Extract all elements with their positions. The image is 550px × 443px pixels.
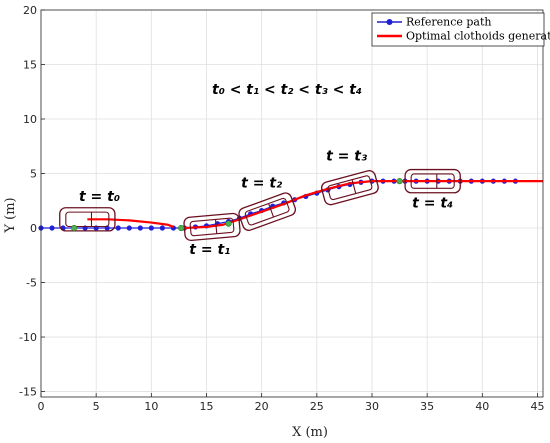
vehicle-t1: [183, 212, 241, 242]
x-axis-ticks: 0 5 10 15 20 25 30 35 40 45: [38, 393, 544, 413]
y-axis-ticks: -15 -10 -5 0 5 10 15 20: [19, 4, 45, 399]
vehicles: [59, 168, 461, 242]
x-tick-label: 35: [420, 400, 434, 413]
grid: [40, 9, 543, 397]
transition-markers: [70, 178, 403, 232]
reference-path-point: [126, 225, 132, 231]
vehicle-divider: [351, 179, 357, 194]
x-tick-label: 25: [310, 400, 324, 413]
vehicle-t2: [238, 192, 297, 231]
x-tick-label: 40: [475, 400, 489, 413]
reference-path-point: [115, 225, 121, 231]
plot-area: [41, 10, 543, 397]
clothoid-segment: [87, 218, 174, 228]
vehicle-cabin: [189, 217, 235, 237]
vehicle-cabin: [65, 211, 110, 228]
x-tick-label: 5: [93, 400, 100, 413]
vehicle-t4: [404, 168, 461, 194]
x-axis-label: X (m): [292, 425, 328, 440]
vehicle-cabin: [410, 173, 455, 189]
clothoid-series: [87, 180, 543, 230]
reference-path-point: [148, 225, 154, 231]
reference-path-point: [137, 225, 143, 231]
legend-label-reference: Reference path: [406, 16, 492, 29]
transition-marker: [178, 224, 185, 232]
x-tick-label: 10: [144, 400, 158, 413]
annotation-time-label: t = t₂: [241, 176, 283, 192]
y-tick-label: 0: [30, 222, 37, 235]
vehicle-body: [320, 170, 379, 206]
legend-marker-reference: [386, 19, 393, 25]
legend-label-clothoid: Optimal clothoids generated: [406, 30, 550, 43]
reference-path-point: [49, 225, 55, 231]
y-tick-label: -5: [26, 277, 37, 290]
x-tick-label: 0: [38, 400, 45, 413]
x-tick-label: 20: [255, 400, 269, 413]
vehicle-t3: [320, 170, 379, 206]
transition-marker: [70, 224, 78, 232]
vehicle-body: [59, 207, 116, 232]
vehicle-cabin: [244, 197, 290, 226]
vehicle-cabin: [327, 175, 373, 201]
vehicle-body: [238, 192, 297, 231]
y-tick-label: 5: [30, 168, 37, 181]
transition-marker: [396, 178, 403, 185]
vehicle-t0: [59, 207, 116, 232]
x-tick-label: 15: [199, 400, 213, 413]
y-tick-label: -10: [19, 331, 37, 344]
annotations: t₀ < t₁ < t₂ < t₃ < t₄ t = t₀ t = t₁ t = t₂…: [79, 82, 453, 258]
annotation-time-label: t = t₃: [326, 148, 367, 164]
legend: Reference path Optimal clothoids generat…: [371, 12, 550, 47]
y-tick-label: -15: [19, 386, 37, 399]
x-tick-label: 30: [365, 400, 379, 413]
plot-frame: [40, 9, 544, 398]
vehicle-body: [183, 212, 241, 242]
annotation-ordering: t₀ < t₁ < t₂ < t₃ < t₄: [212, 82, 362, 98]
y-axis-label: Y (m): [3, 197, 18, 233]
reference-path-point: [159, 225, 165, 231]
annotation-time-label: t = t₀: [79, 189, 120, 205]
x-tick-label: 45: [530, 400, 544, 413]
clothoid-segment: [184, 180, 543, 230]
vehicle-divider: [268, 203, 275, 218]
y-tick-label: 15: [23, 59, 37, 72]
transition-marker: [225, 220, 232, 227]
vehicle-divider: [214, 219, 218, 234]
y-tick-label: 10: [23, 113, 37, 126]
annotation-time-label: t = t₄: [412, 195, 453, 211]
y-tick-label: 20: [23, 4, 37, 17]
legend-box: [371, 12, 545, 47]
vehicle-body: [404, 168, 461, 194]
annotation-time-label: t = t₁: [189, 242, 230, 258]
